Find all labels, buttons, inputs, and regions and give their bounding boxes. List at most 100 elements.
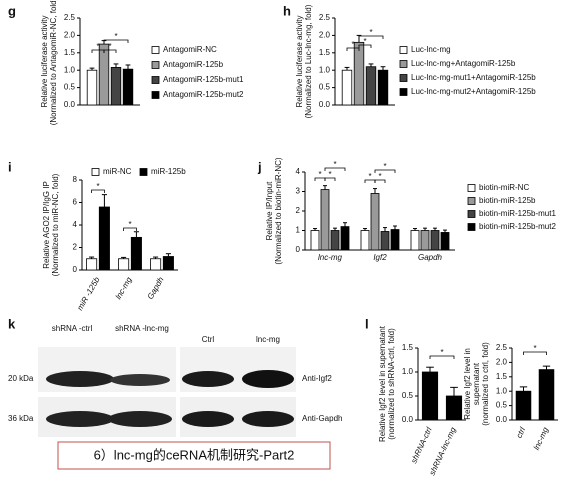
- panel-letter: h: [283, 3, 291, 18]
- legend-swatch: [399, 88, 408, 96]
- significance-bracket: [346, 47, 360, 51]
- significance-label: *: [383, 162, 386, 171]
- bar: [515, 390, 532, 421]
- bar: [310, 230, 320, 251]
- bar: [370, 193, 380, 251]
- x-tick-label: Gapdh: [418, 253, 443, 262]
- significance-bracket: [103, 39, 129, 43]
- significance-label: *: [96, 182, 99, 191]
- bar: [360, 230, 370, 251]
- bar: [440, 232, 450, 251]
- bar: [365, 66, 377, 106]
- bar: [538, 369, 555, 421]
- blot-strip: [38, 347, 176, 392]
- panel-letter: g: [8, 3, 16, 18]
- significance-label: *: [378, 172, 381, 181]
- x-tick-label: Igf2: [373, 253, 387, 262]
- x-tick-label: ctrl: [515, 426, 528, 440]
- significance-bracket: [374, 169, 396, 173]
- y-tick-label: 1: [296, 226, 301, 235]
- legend-label: Luc-lnc-mg: [411, 45, 451, 54]
- bar: [353, 41, 365, 106]
- legend-label: miR-NC: [103, 167, 132, 176]
- y-tick-label: 1.0: [402, 367, 414, 376]
- legend-swatch: [151, 61, 160, 69]
- legend-swatch: [399, 74, 408, 82]
- panel-letter: k: [8, 316, 16, 331]
- bar: [320, 189, 330, 251]
- y-tick-label: 2.0: [64, 31, 76, 40]
- y-tick-label: 1.5: [319, 48, 331, 57]
- y-tick-label: 0: [296, 245, 301, 254]
- legend-swatch: [139, 168, 148, 176]
- y-tick-label: 2: [296, 206, 301, 215]
- legend-label: AntagomiR-125b: [163, 60, 224, 69]
- y-tick-label: 0.5: [496, 401, 508, 410]
- blot-band: [182, 411, 234, 427]
- antibody-label: Anti-Igf2: [302, 374, 332, 383]
- legend-swatch: [151, 76, 160, 84]
- y-axis-label: supernatant: [472, 362, 481, 405]
- legend-swatch: [151, 91, 160, 99]
- bar: [380, 231, 390, 251]
- bar: [340, 226, 350, 251]
- blot-band: [242, 411, 294, 427]
- bar: [390, 229, 400, 251]
- significance-label: *: [368, 172, 371, 181]
- legend-label: AntagomiR-125b-mut2: [163, 90, 244, 99]
- panel-letter: j: [257, 159, 262, 174]
- y-tick-label: 1.5: [402, 343, 414, 352]
- bar: [341, 69, 353, 106]
- x-tick-label: lnc-mg: [318, 253, 343, 262]
- y-tick-label: 0.0: [319, 100, 331, 109]
- blot-band: [242, 370, 294, 388]
- y-tick-label: 4: [73, 220, 78, 229]
- y-axis-label: (normalized to ctrl, fold): [481, 342, 490, 426]
- significance-bracket: [523, 351, 547, 355]
- bar: [420, 230, 430, 251]
- legend-label: Luc-lnc-mg-mut2+AntagomiR-125b: [411, 87, 536, 96]
- significance-label: *: [128, 220, 131, 229]
- legend-swatch: [467, 223, 476, 231]
- legend-label: biotin-miR-125b: [479, 196, 536, 205]
- legend-swatch: [467, 184, 476, 192]
- y-tick-label: 6: [73, 198, 78, 207]
- bar: [421, 371, 439, 421]
- y-axis-label: Relative luciferase activity: [295, 15, 304, 107]
- legend-label: AntagomiR-NC: [163, 45, 217, 54]
- y-tick-label: 0.0: [496, 415, 508, 424]
- legend-label: biotin-miR-NC: [479, 183, 529, 192]
- legend-swatch: [91, 168, 100, 176]
- bar: [410, 230, 420, 251]
- y-tick-label: 0.5: [64, 83, 76, 92]
- bar: [445, 395, 463, 421]
- y-axis-label: Relative AGO2 IP/IgG IP: [42, 181, 51, 269]
- bar: [98, 43, 110, 106]
- y-axis-label: (normalized to shRNA-ctrl, fold): [387, 328, 396, 440]
- significance-label: *: [440, 348, 443, 357]
- bar: [162, 256, 174, 271]
- panel-letter: l: [365, 316, 369, 331]
- marker-label: 36 kDa: [8, 414, 34, 423]
- significance-bracket: [324, 177, 336, 181]
- bar: [86, 69, 98, 106]
- y-axis-label: Relative IP/Input: [265, 181, 274, 240]
- y-tick-label: 0.5: [402, 391, 414, 400]
- y-tick-label: 3: [296, 187, 301, 196]
- y-tick-label: 2.0: [319, 31, 331, 40]
- lane-label: shRNA -ctrl: [52, 324, 93, 333]
- significance-label: *: [108, 42, 111, 51]
- y-tick-label: 1.5: [64, 48, 76, 57]
- y-axis-label: Relative Igf2 level in: [463, 348, 472, 420]
- significance-label: *: [318, 170, 321, 179]
- y-axis-label: (Normalized to biotin-miR-NC): [274, 157, 283, 264]
- blot-band: [108, 411, 172, 427]
- y-tick-label: 2.0: [496, 358, 508, 367]
- y-tick-label: 2: [73, 243, 78, 252]
- bar: [98, 206, 110, 271]
- y-tick-label: 1.0: [64, 65, 76, 74]
- blot-band: [110, 374, 170, 386]
- legend-swatch: [467, 197, 476, 205]
- bar: [130, 236, 142, 271]
- significance-label: *: [533, 344, 536, 353]
